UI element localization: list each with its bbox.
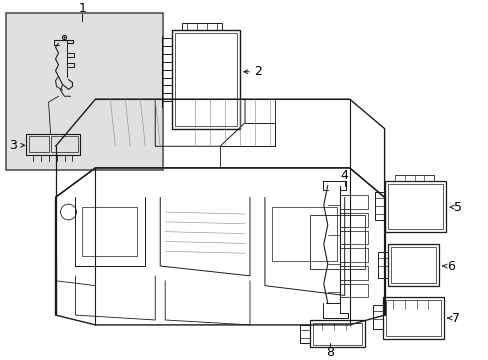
Bar — [29, 136, 48, 152]
Bar — [172, 31, 240, 129]
Bar — [349, 266, 367, 280]
Bar — [372, 305, 382, 329]
Text: 1: 1 — [79, 3, 86, 15]
Bar — [377, 252, 387, 278]
Bar — [82, 207, 137, 256]
Bar — [385, 300, 441, 336]
Bar — [175, 33, 237, 126]
Bar — [390, 247, 436, 283]
Bar — [382, 297, 444, 339]
Bar — [299, 325, 309, 343]
Text: 5: 5 — [453, 201, 462, 213]
Bar — [25, 134, 81, 155]
Bar — [387, 184, 443, 229]
Bar — [312, 323, 361, 345]
Bar — [349, 248, 367, 262]
Bar — [349, 284, 367, 297]
Bar — [50, 136, 78, 152]
Bar — [6, 13, 163, 170]
Text: 8: 8 — [325, 346, 333, 359]
Bar — [271, 207, 336, 261]
Bar — [309, 215, 364, 269]
Bar — [309, 320, 364, 347]
Text: 7: 7 — [451, 311, 460, 324]
Bar — [384, 181, 446, 232]
Bar — [182, 23, 222, 31]
Bar — [387, 244, 439, 285]
Bar — [349, 195, 367, 209]
Text: 6: 6 — [447, 260, 454, 273]
Bar — [349, 213, 367, 227]
Text: 2: 2 — [253, 65, 262, 78]
Bar — [374, 192, 384, 220]
Text: 4: 4 — [340, 169, 348, 182]
Text: 3: 3 — [9, 139, 17, 152]
Bar — [349, 231, 367, 244]
